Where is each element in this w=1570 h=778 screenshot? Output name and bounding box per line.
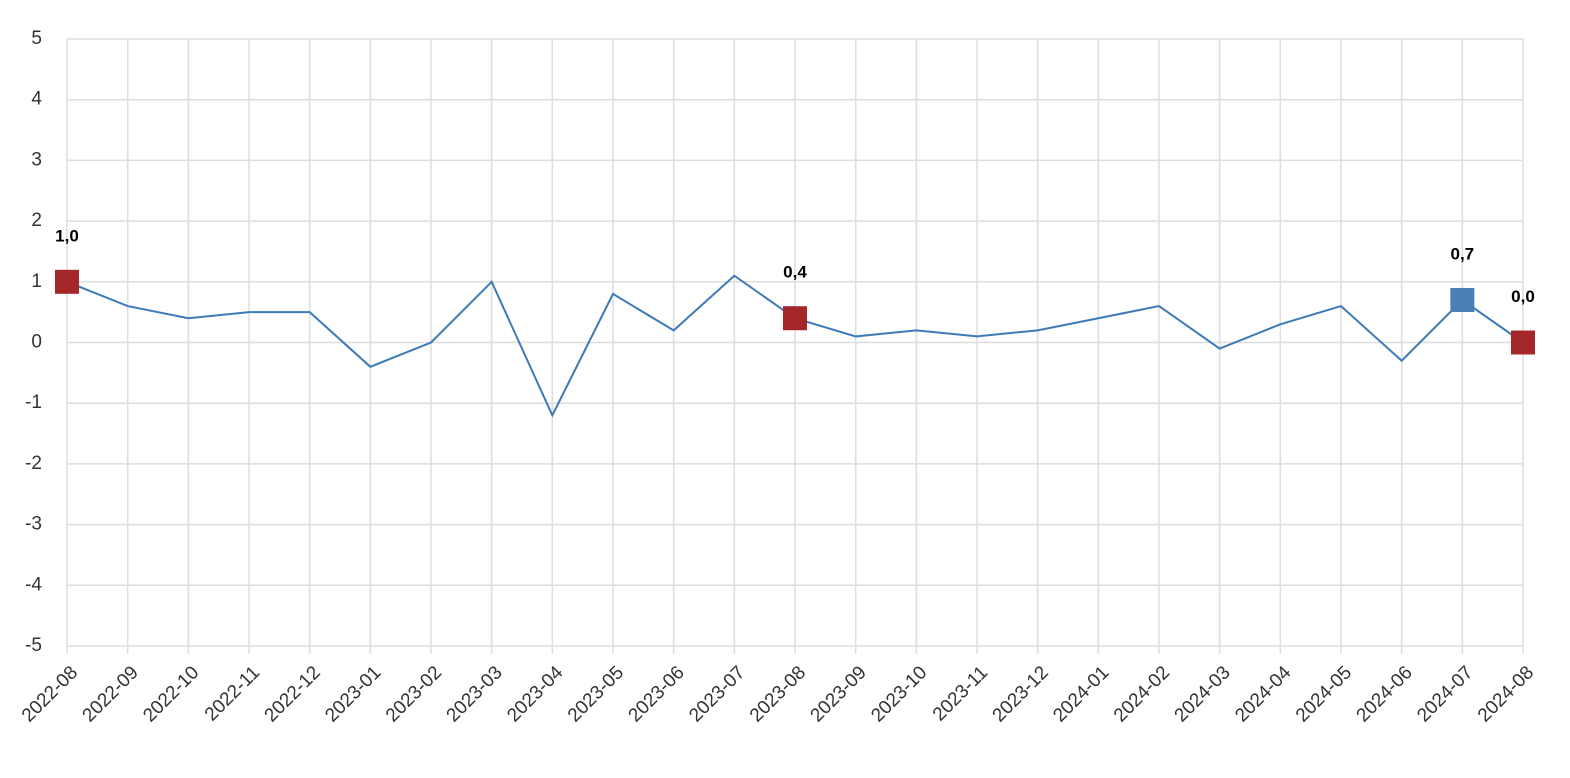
x-tick-label: 2023-07 bbox=[685, 662, 749, 726]
x-tick-label: 2024-03 bbox=[1171, 662, 1235, 726]
y-tick-label: 5 bbox=[31, 28, 42, 49]
x-tick-label: 2023-10 bbox=[867, 662, 931, 726]
x-tick-label: 2022-11 bbox=[201, 662, 264, 725]
value-label: 0,7 bbox=[1451, 244, 1475, 263]
x-tick-label: 2023-03 bbox=[443, 662, 507, 726]
value-label: 1,0 bbox=[55, 226, 79, 245]
x-tick-label: 2022-12 bbox=[261, 662, 325, 726]
y-tick-label: 3 bbox=[31, 149, 42, 170]
x-tick-label: 2024-05 bbox=[1292, 662, 1356, 726]
x-tick-label: 2024-04 bbox=[1231, 662, 1295, 726]
x-tick-label: 2023-12 bbox=[989, 662, 1053, 726]
x-tick-label: 2023-11 bbox=[929, 662, 992, 725]
x-tick-label: 2023-08 bbox=[746, 662, 810, 726]
marker bbox=[1511, 330, 1535, 355]
y-tick-label: -1 bbox=[25, 392, 42, 413]
x-tick-label: 2023-09 bbox=[807, 662, 871, 726]
x-tick-label: 2024-06 bbox=[1353, 662, 1417, 726]
y-tick-label: -5 bbox=[25, 635, 42, 656]
x-tick-label: 2024-01 bbox=[1049, 662, 1113, 726]
value-label: 0,0 bbox=[1511, 287, 1535, 306]
x-tick-label: 2024-07 bbox=[1413, 662, 1477, 726]
y-tick-label: 2 bbox=[31, 210, 42, 231]
y-tick-label: -4 bbox=[25, 574, 42, 595]
x-tick-label: 2023-06 bbox=[625, 662, 689, 726]
marker bbox=[1450, 288, 1475, 313]
x-tick-label: 2024-08 bbox=[1474, 662, 1538, 726]
x-tick-label: 2022-09 bbox=[79, 662, 143, 726]
x-tick-label: 2024-02 bbox=[1110, 662, 1174, 726]
y-tick-label: 4 bbox=[31, 89, 42, 110]
value-label: 0,4 bbox=[783, 263, 807, 282]
y-tick-label: 0 bbox=[31, 332, 42, 353]
y-tick-label: -2 bbox=[25, 453, 42, 474]
x-tick-label: 2023-02 bbox=[382, 662, 446, 726]
y-tick-label: -3 bbox=[25, 514, 42, 535]
x-tick-label: 2023-05 bbox=[564, 662, 628, 726]
x-tick-label: 2023-04 bbox=[503, 662, 567, 726]
x-tick-label: 2022-08 bbox=[18, 662, 82, 726]
x-tick-label: 2022-10 bbox=[139, 662, 203, 726]
x-tick-label: 2023-01 bbox=[321, 662, 385, 726]
marker bbox=[783, 306, 807, 331]
marker bbox=[55, 269, 79, 294]
y-tick-label: 1 bbox=[31, 271, 42, 292]
